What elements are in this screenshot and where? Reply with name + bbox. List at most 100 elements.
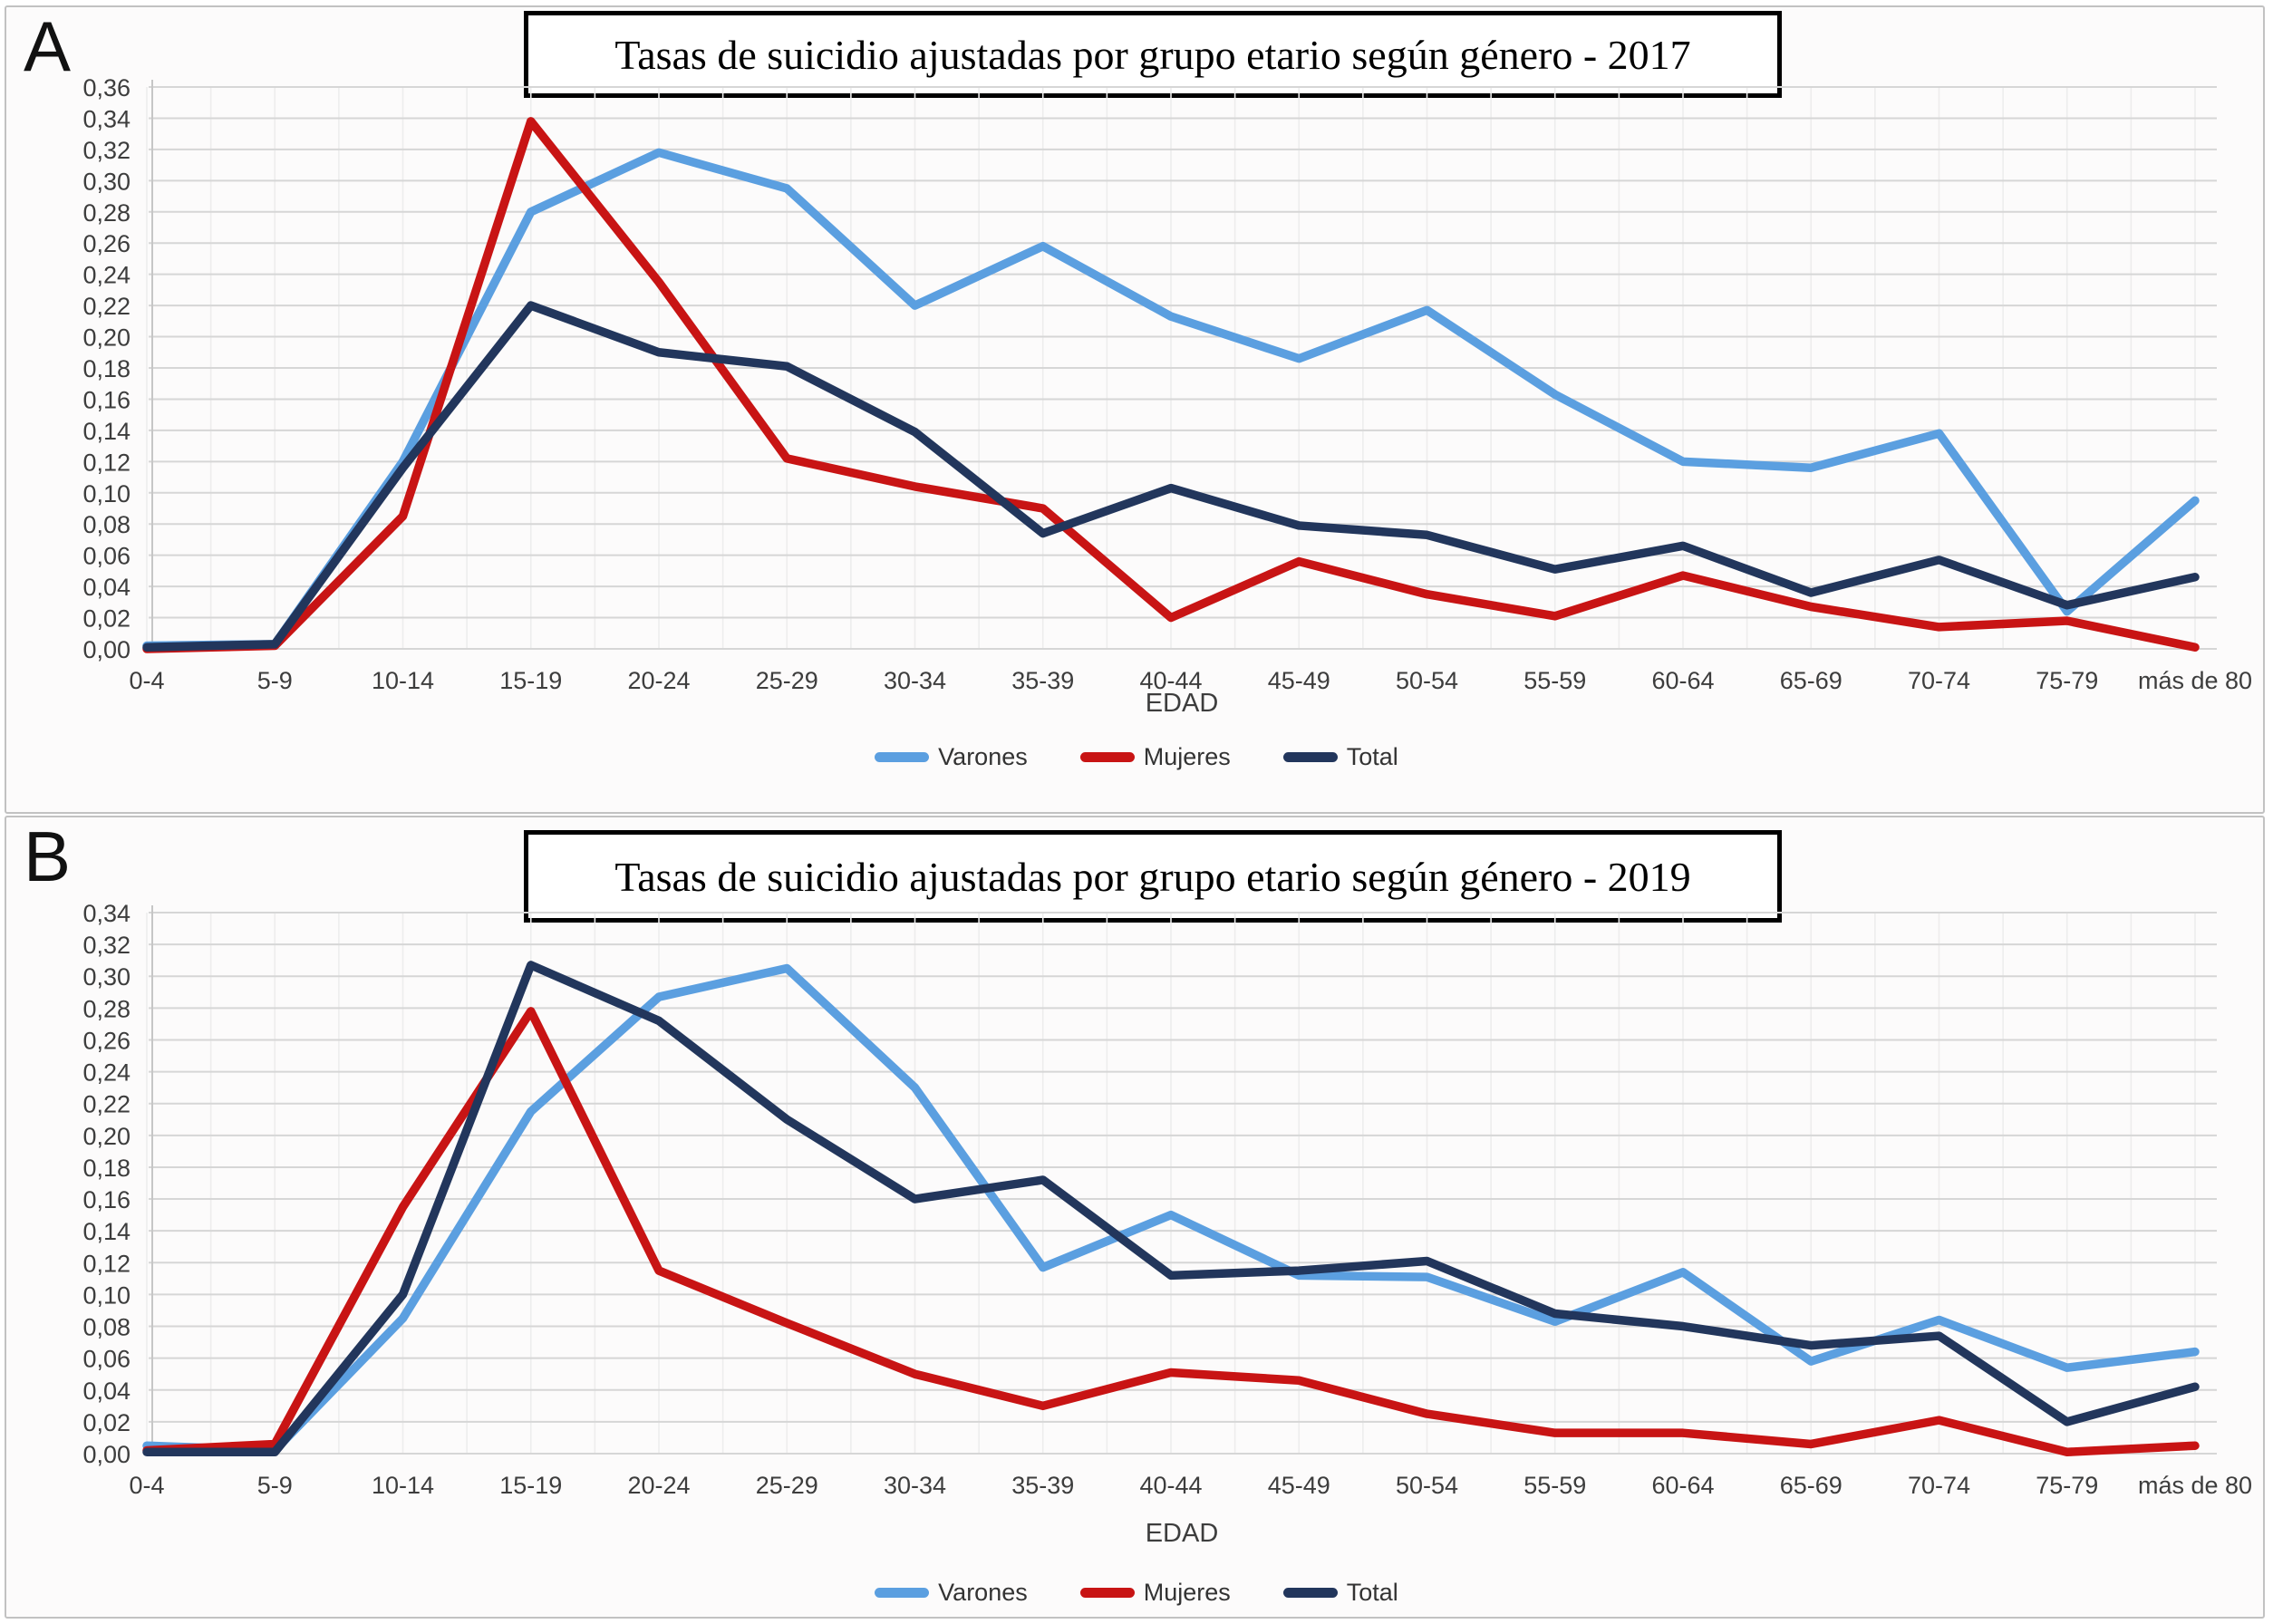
total-line-swatch bbox=[1282, 752, 1338, 762]
x-axis-title-2017: EDAD bbox=[1145, 689, 1219, 718]
svg-text:0,16: 0,16 bbox=[82, 1186, 131, 1213]
svg-text:más de 80: más de 80 bbox=[2138, 667, 2252, 694]
legend-item-varones: Varones bbox=[875, 743, 1028, 771]
svg-text:75-79: 75-79 bbox=[2036, 667, 2098, 694]
svg-text:0,12: 0,12 bbox=[82, 1250, 131, 1277]
x-axis-title-2019: EDAD bbox=[1145, 1519, 1219, 1548]
chart-panel-2017 bbox=[5, 5, 2265, 814]
svg-text:55-59: 55-59 bbox=[1523, 1472, 1586, 1499]
svg-text:0-4: 0-4 bbox=[129, 1472, 164, 1499]
svg-text:0,20: 0,20 bbox=[82, 324, 131, 352]
svg-text:15-19: 15-19 bbox=[499, 1472, 562, 1499]
svg-text:0,24: 0,24 bbox=[82, 262, 131, 289]
varones-line-swatch bbox=[875, 752, 930, 762]
svg-text:0,06: 0,06 bbox=[82, 1346, 131, 1373]
svg-text:30-34: 30-34 bbox=[884, 1472, 946, 1499]
svg-text:30-34: 30-34 bbox=[884, 667, 946, 694]
svg-text:0,30: 0,30 bbox=[82, 963, 131, 991]
legend-label-varones: Varones bbox=[938, 743, 1028, 770]
legend-item-total: Total bbox=[1282, 743, 1398, 771]
svg-text:0,30: 0,30 bbox=[82, 168, 131, 195]
svg-text:0,26: 0,26 bbox=[82, 230, 131, 257]
svg-text:0,18: 0,18 bbox=[82, 355, 131, 382]
svg-text:15-19: 15-19 bbox=[499, 667, 562, 694]
svg-text:más de 80: más de 80 bbox=[2138, 1472, 2252, 1499]
svg-text:0,00: 0,00 bbox=[82, 1441, 131, 1468]
svg-text:70-74: 70-74 bbox=[1908, 1472, 1970, 1499]
svg-text:35-39: 35-39 bbox=[1011, 667, 1074, 694]
svg-text:50-54: 50-54 bbox=[1396, 1472, 1458, 1499]
svg-text:25-29: 25-29 bbox=[756, 1472, 818, 1499]
svg-text:0,16: 0,16 bbox=[82, 386, 131, 413]
svg-text:0,14: 0,14 bbox=[82, 1218, 131, 1245]
chart-title-box-2019: Tasas de suicidio ajustadas por grupo et… bbox=[524, 830, 1782, 923]
legend-item-mujeres: Mujeres bbox=[1079, 743, 1231, 771]
svg-text:5-9: 5-9 bbox=[257, 1472, 293, 1499]
svg-text:50-54: 50-54 bbox=[1396, 667, 1458, 694]
svg-text:55-59: 55-59 bbox=[1523, 667, 1586, 694]
svg-text:20-24: 20-24 bbox=[627, 1472, 690, 1499]
svg-text:0,36: 0,36 bbox=[82, 74, 131, 102]
svg-text:40-44: 40-44 bbox=[1139, 667, 1202, 694]
svg-text:0,24: 0,24 bbox=[82, 1059, 131, 1087]
svg-text:5-9: 5-9 bbox=[257, 667, 293, 694]
svg-text:0,22: 0,22 bbox=[82, 293, 131, 320]
plot-area-2017: 0,00 0,02 0,04 0,06 0,08 0,10 0,12 0,14 0,16 0,18… bbox=[82, 74, 2252, 694]
svg-text:70-74: 70-74 bbox=[1908, 667, 1970, 694]
svg-text:0,28: 0,28 bbox=[82, 995, 131, 1022]
varones-line-swatch bbox=[875, 1588, 930, 1598]
legend-item-varones: Varones bbox=[875, 1579, 1028, 1607]
svg-text:60-64: 60-64 bbox=[1651, 667, 1714, 694]
mujeres-line-swatch bbox=[1079, 752, 1135, 762]
svg-text:0,02: 0,02 bbox=[82, 605, 131, 633]
svg-text:0-4: 0-4 bbox=[129, 667, 164, 694]
svg-text:65-69: 65-69 bbox=[1780, 667, 1843, 694]
panel-letter-a: A bbox=[24, 6, 72, 86]
svg-text:0,10: 0,10 bbox=[82, 1281, 131, 1309]
svg-text:0,10: 0,10 bbox=[82, 480, 131, 508]
legend-label-total: Total bbox=[1346, 743, 1398, 770]
svg-text:0,08: 0,08 bbox=[82, 1314, 131, 1341]
legend-item-total: Total bbox=[1282, 1579, 1398, 1607]
svg-text:0,00: 0,00 bbox=[82, 636, 131, 663]
plot-area-2019: 0,00 0,02 0,04 0,06 0,08 0,10 0,12 0,14 0,16 0,18… bbox=[82, 900, 2252, 1499]
svg-text:35-39: 35-39 bbox=[1011, 1472, 1074, 1499]
svg-text:0,32: 0,32 bbox=[82, 137, 131, 164]
svg-text:0,04: 0,04 bbox=[82, 574, 131, 601]
legend-label-mujeres: Mujeres bbox=[1143, 1579, 1231, 1606]
legend-label-total: Total bbox=[1346, 1579, 1398, 1606]
svg-text:45-49: 45-49 bbox=[1268, 1472, 1330, 1499]
svg-text:10-14: 10-14 bbox=[372, 667, 434, 694]
svg-text:0,22: 0,22 bbox=[82, 1091, 131, 1118]
svg-text:75-79: 75-79 bbox=[2036, 1472, 2098, 1499]
svg-text:0,08: 0,08 bbox=[82, 511, 131, 538]
chart-title-2017: Tasas de suicidio ajustadas por grupo et… bbox=[614, 31, 1691, 78]
svg-text:0,34: 0,34 bbox=[82, 105, 131, 132]
legend-2017: Varones Mujeres Total bbox=[0, 743, 2273, 771]
svg-text:10-14: 10-14 bbox=[372, 1472, 434, 1499]
svg-text:20-24: 20-24 bbox=[627, 667, 690, 694]
svg-text:0,18: 0,18 bbox=[82, 1155, 131, 1182]
mujeres-line-swatch bbox=[1079, 1588, 1135, 1598]
chart-panel-2019 bbox=[5, 816, 2265, 1619]
legend-label-mujeres: Mujeres bbox=[1143, 743, 1231, 770]
chart-title-box-2017: Tasas de suicidio ajustadas por grupo et… bbox=[524, 11, 1782, 98]
svg-text:0,28: 0,28 bbox=[82, 199, 131, 227]
svg-text:65-69: 65-69 bbox=[1780, 1472, 1843, 1499]
legend-2019: Varones Mujeres Total bbox=[0, 1579, 2273, 1607]
svg-text:0,12: 0,12 bbox=[82, 449, 131, 476]
svg-text:0,20: 0,20 bbox=[82, 1123, 131, 1150]
svg-text:0,04: 0,04 bbox=[82, 1378, 131, 1405]
svg-text:0,26: 0,26 bbox=[82, 1027, 131, 1054]
svg-text:60-64: 60-64 bbox=[1651, 1472, 1714, 1499]
panel-letter-b: B bbox=[24, 817, 72, 896]
svg-text:0,32: 0,32 bbox=[82, 932, 131, 959]
total-line-swatch bbox=[1282, 1588, 1338, 1598]
chart-title-2019: Tasas de suicidio ajustadas por grupo et… bbox=[614, 853, 1691, 900]
legend-label-varones: Varones bbox=[938, 1579, 1028, 1606]
svg-text:0,14: 0,14 bbox=[82, 418, 131, 445]
svg-text:0,06: 0,06 bbox=[82, 543, 131, 570]
svg-text:45-49: 45-49 bbox=[1268, 667, 1330, 694]
svg-text:0,02: 0,02 bbox=[82, 1409, 131, 1436]
svg-text:25-29: 25-29 bbox=[756, 667, 818, 694]
